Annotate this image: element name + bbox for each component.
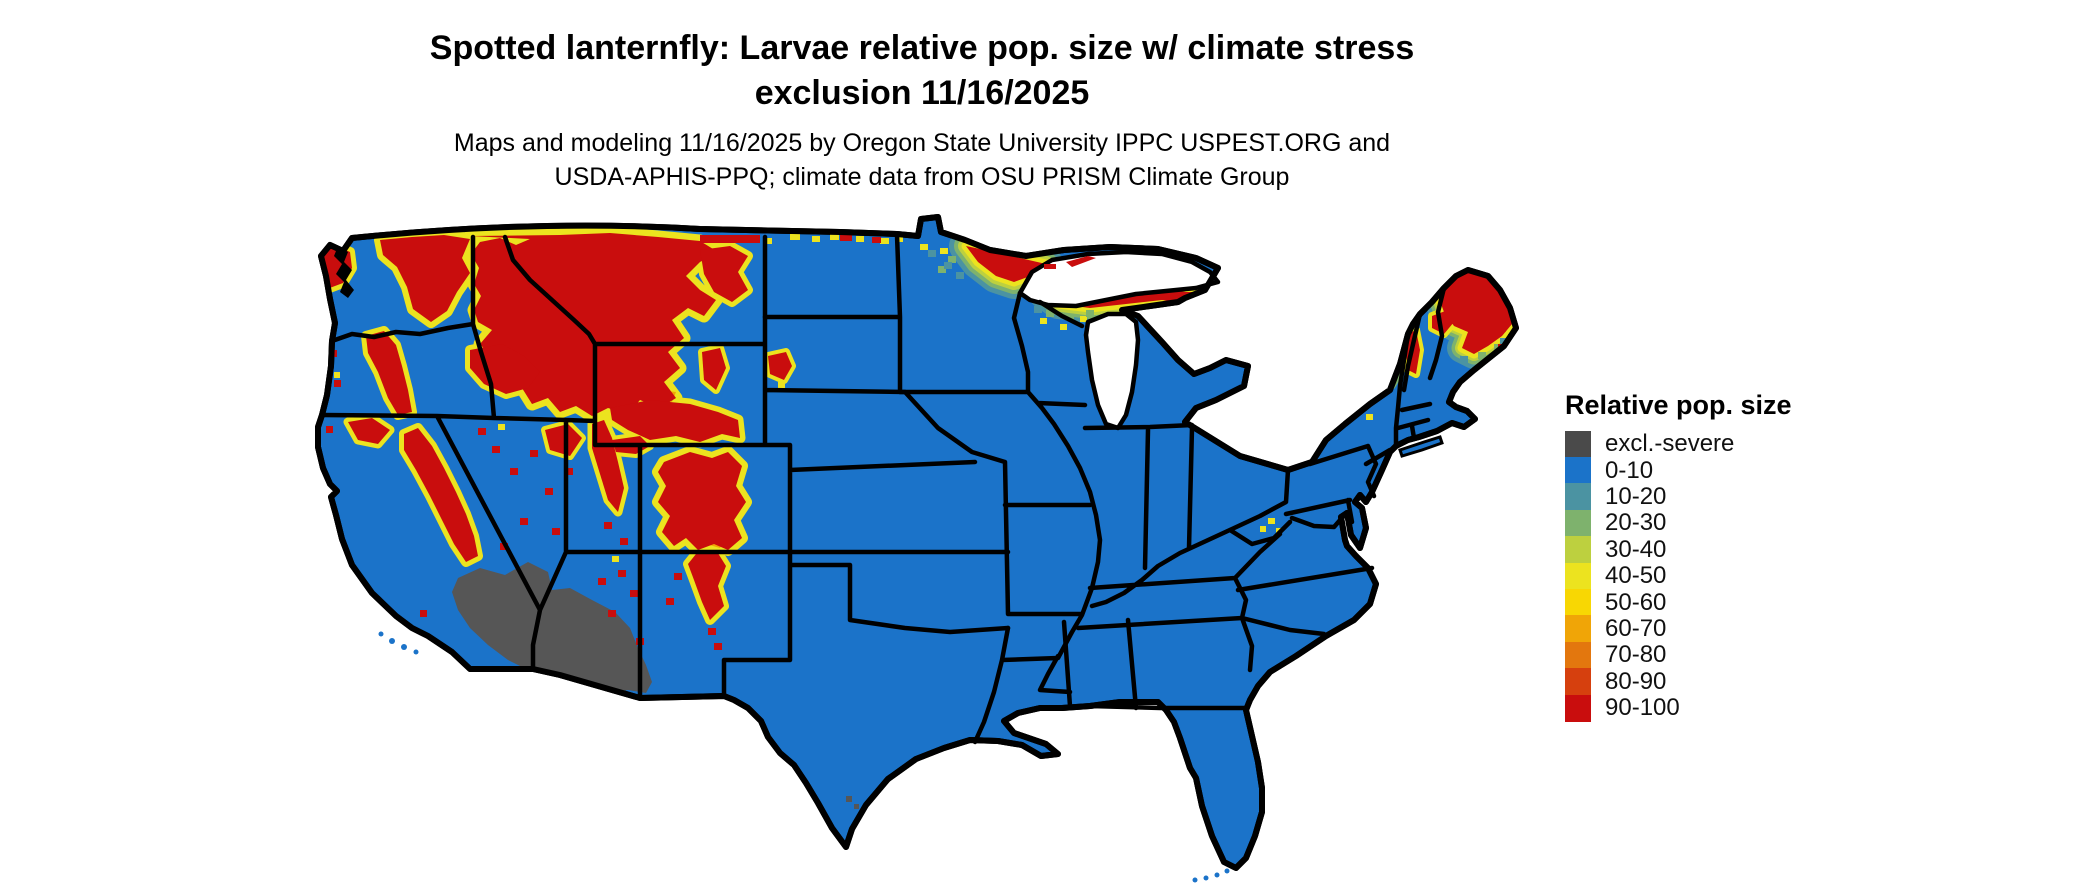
legend-item: 40-50 (1565, 562, 1865, 590)
legend-item: 10-20 (1565, 482, 1865, 511)
legend-label: 90-100 (1605, 694, 1680, 722)
puget-sound (334, 246, 354, 298)
legend-swatch-80-90 (1565, 668, 1591, 696)
long-island (1398, 435, 1444, 458)
legend-item: 60-70 (1565, 614, 1865, 643)
legend-label: 50-60 (1605, 588, 1667, 616)
legend-title: Relative pop. size (1565, 390, 1792, 420)
legend-swatch-40-50 (1565, 562, 1591, 590)
region-excl-severe-southwest (452, 562, 859, 809)
florida-keys (1192, 868, 1230, 883)
legend-label: 30-40 (1605, 535, 1667, 563)
legend-swatch-0-10 (1565, 457, 1591, 485)
lake-michigan (1083, 311, 1141, 431)
legend-swatch-50-60 (1565, 589, 1591, 617)
legend-label: 40-50 (1605, 562, 1667, 590)
superior-islands (1044, 256, 1096, 269)
map-subtitle: Maps and modeling 11/16/2025 by Oregon S… (252, 126, 1592, 194)
legend-swatch-60-70 (1565, 615, 1591, 643)
legend-label: 20-30 (1605, 509, 1667, 537)
legend-label: 70-80 (1605, 641, 1667, 669)
legend-label: excl.-severe (1605, 430, 1735, 458)
title-line-2: exclusion 11/16/2025 (754, 74, 1090, 112)
legend: Relative pop. size excl.-severe 0-10 10-… (1565, 390, 1865, 722)
state-borders (319, 232, 1447, 745)
legend-label: 80-90 (1605, 667, 1667, 695)
subtitle-line-1: Maps and modeling 11/16/2025 by Oregon S… (453, 129, 1391, 157)
legend-item: excl.-severe (1565, 430, 1865, 458)
legend-swatch-90-100 (1565, 694, 1591, 722)
lake-superior (1017, 249, 1221, 309)
channel-islands (378, 631, 419, 655)
region-adirondacks (1354, 344, 1396, 388)
title-line-1: Spotted lanternfly: Larvae relative pop.… (429, 29, 1415, 67)
legend-swatch-10-20 (1565, 483, 1591, 511)
map-title: Spotted lanternfly: Larvae relative pop.… (252, 26, 1592, 116)
legend-item: 30-40 (1565, 535, 1865, 564)
legend-label: 60-70 (1605, 614, 1667, 642)
region-colorado-rockies (658, 452, 746, 550)
legend-label: 0-10 (1605, 456, 1654, 484)
great-lakes (1017, 249, 1221, 431)
legend-item: 20-30 (1565, 509, 1865, 537)
subtitle-line-2: USDA-APHIS-PPQ; climate data from OSU PR… (554, 163, 1290, 191)
legend-item: 80-90 (1565, 667, 1865, 696)
legend-label: 10-20 (1605, 482, 1667, 510)
legend-swatch-30-40 (1565, 536, 1591, 564)
legend-swatch-excl-severe (1565, 430, 1591, 458)
legend-swatch-70-80 (1565, 641, 1591, 669)
region-montana-border (700, 235, 760, 243)
legend-swatch-20-30 (1565, 509, 1591, 537)
legend-item: 50-60 (1565, 588, 1865, 617)
legend-item: 90-100 (1565, 694, 1865, 722)
legend-item: 70-80 (1565, 641, 1865, 669)
legend-item: 0-10 (1565, 456, 1865, 485)
